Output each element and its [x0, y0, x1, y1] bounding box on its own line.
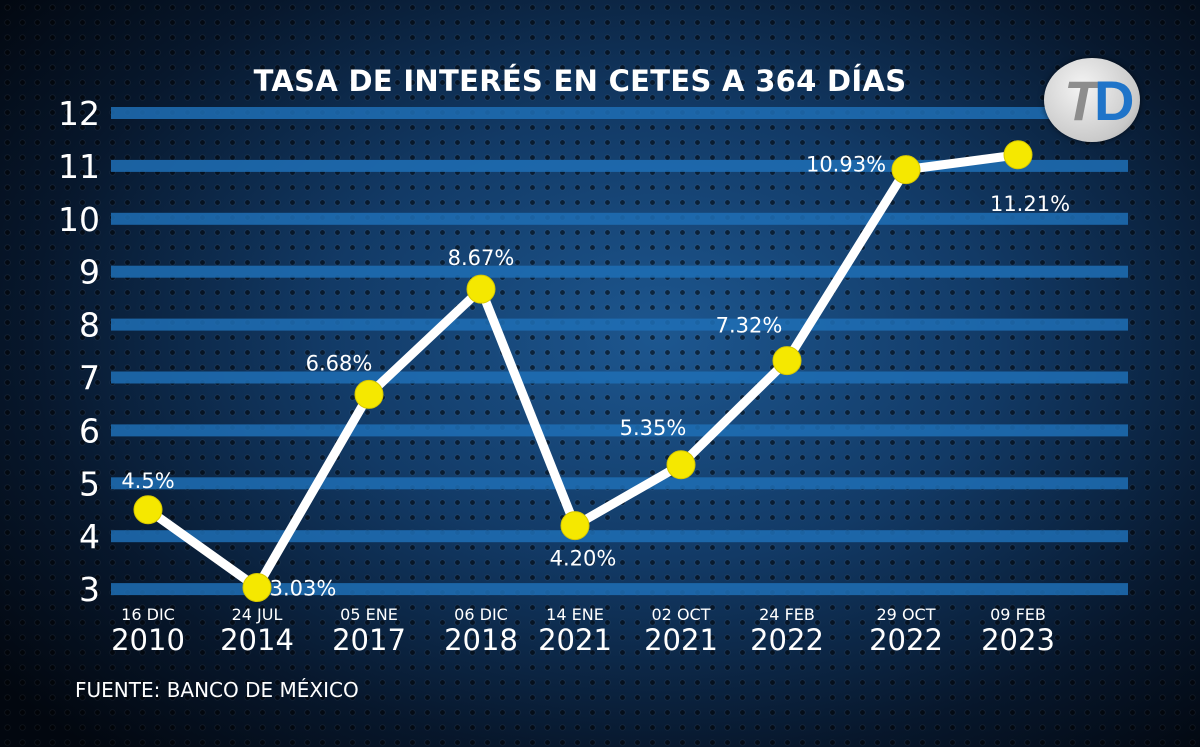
x-tick-year: 2010 [111, 623, 185, 657]
grid-band [111, 212, 1128, 225]
y-tick-label: 4 [79, 517, 100, 556]
x-tick-year: 2022 [750, 623, 824, 657]
grid-band [111, 371, 1128, 384]
chart-title: TASA DE INTERÉS EN CETES A 364 DÍAS [253, 64, 907, 98]
data-point [133, 495, 163, 525]
grid-band [111, 107, 1128, 119]
y-tick-label: 8 [79, 306, 100, 345]
grid-band [111, 424, 1128, 437]
data-point [772, 346, 802, 376]
data-point [354, 379, 384, 409]
grid-band [111, 477, 1128, 490]
y-tick-label: 5 [79, 464, 100, 503]
x-tick-day: 24 FEB [759, 605, 815, 624]
data-label: 5.35% [620, 416, 687, 440]
data-point [1003, 140, 1033, 170]
y-tick-label: 7 [79, 359, 100, 398]
data-point [466, 274, 496, 304]
y-tick-label: 12 [58, 94, 100, 133]
data-label: 10.93% [806, 153, 886, 177]
data-label: 6.68% [306, 351, 373, 375]
grid-band [111, 530, 1128, 543]
x-tick-day: 05 ENE [340, 605, 398, 624]
data-point [666, 450, 696, 480]
grid-band [111, 159, 1128, 172]
grid-band [111, 265, 1128, 278]
x-tick-year: 2021 [644, 623, 718, 657]
x-tick-year: 2023 [981, 623, 1055, 657]
x-tick-year: 2022 [869, 623, 943, 657]
data-label: 4.20% [550, 547, 617, 571]
x-tick-day: 24 JUL [232, 605, 283, 624]
y-tick-label: 3 [79, 570, 100, 609]
y-tick-label: 10 [58, 200, 100, 239]
y-tick-label: 11 [58, 147, 100, 186]
x-tick-day: 14 ENE [546, 605, 604, 624]
x-tick-year: 2014 [220, 623, 294, 657]
x-tick-day: 29 OCT [877, 605, 936, 624]
data-point [891, 155, 921, 185]
x-tick-day: 16 DIC [121, 605, 175, 624]
grid-band [111, 583, 1128, 596]
x-tick-day: 09 FEB [990, 605, 1046, 624]
x-tick-day: 02 OCT [652, 605, 711, 624]
data-label: 11.21% [990, 192, 1070, 216]
data-label: 3.03% [270, 577, 337, 601]
grid-band [111, 318, 1128, 331]
x-tick-year: 2018 [444, 623, 518, 657]
x-tick-year: 2021 [538, 623, 612, 657]
data-label: 8.67% [448, 246, 515, 270]
x-tick-day: 06 DIC [454, 605, 508, 624]
y-tick-label: 9 [79, 253, 100, 292]
data-point [242, 573, 272, 603]
data-label: 7.32% [716, 314, 783, 338]
data-point [560, 511, 590, 541]
x-tick-year: 2017 [332, 623, 406, 657]
y-tick-label: 6 [79, 411, 100, 450]
data-label: 4.5% [121, 469, 174, 493]
source-note: FUENTE: BANCO DE MÉXICO [75, 678, 359, 702]
